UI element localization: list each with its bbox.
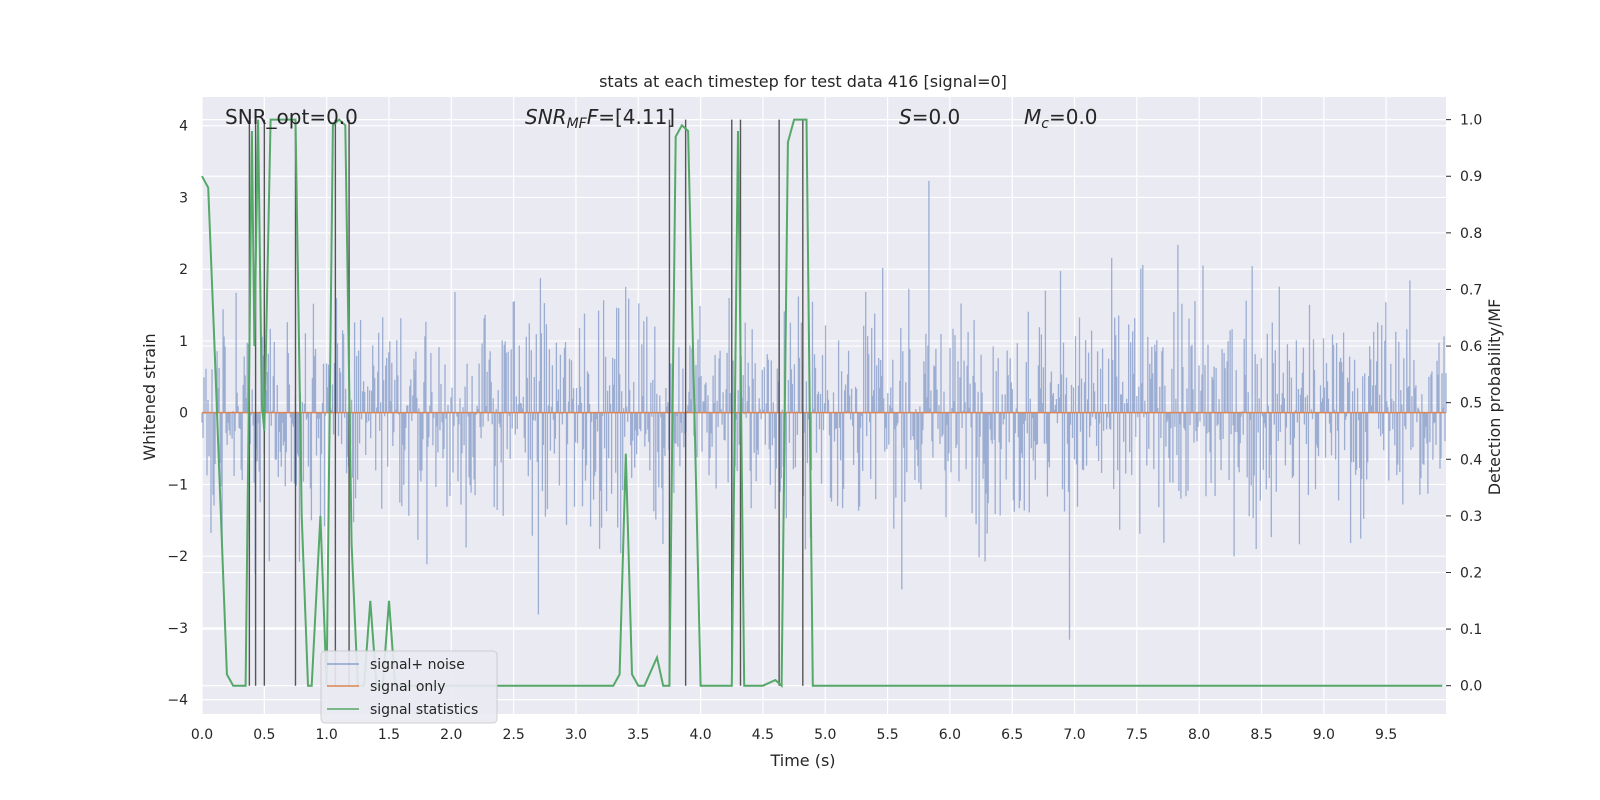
y2-tick-label: 0.8 [1460, 226, 1482, 242]
x-tick-label: 0.0 [191, 727, 213, 743]
y-axis-label: Whitened strain [140, 333, 159, 460]
x-tick-label: 4.0 [689, 727, 711, 743]
x-tick-label: 2.5 [502, 727, 524, 743]
y-axis-ticks: −4 −3 −2 −1 0 1 2 3 4 [167, 119, 188, 709]
x-tick-label: 4.5 [752, 727, 774, 743]
annotation-s: S=0.0 [899, 105, 960, 129]
x-tick-label: 7.0 [1063, 727, 1085, 743]
y2-axis-label: Detection probability/MF [1485, 299, 1504, 496]
x-tick-label: 9.5 [1375, 727, 1397, 743]
y-tick-label: 1 [179, 334, 188, 350]
y-tick-label: −3 [167, 621, 188, 637]
y-tick-label: 3 [179, 190, 188, 206]
y-tick-label: 4 [179, 119, 188, 135]
x-axis-ticks: 0.0 0.5 1.0 1.5 2.0 2.5 3.0 3.5 4.0 4.5 5.0 5.5 6.0 6… [191, 727, 1397, 743]
y2-tick-label: 1.0 [1460, 113, 1482, 129]
x-tick-label: 9.0 [1313, 727, 1335, 743]
annotation-snr-mf: SNRMFF=[4.11] [525, 105, 675, 132]
y-tick-label: −1 [167, 477, 188, 493]
x-tick-label: 1.0 [316, 727, 338, 743]
x-tick-label: 6.5 [1001, 727, 1023, 743]
annotation-mc: Mc=0.0 [1024, 105, 1098, 132]
x-tick-label: 3.0 [565, 727, 587, 743]
y-tick-label: 2 [179, 262, 188, 278]
snr-mf-sub: MF [567, 116, 588, 132]
y2-tick-label: 0.2 [1460, 565, 1482, 581]
y-tick-label: −4 [167, 693, 188, 709]
y2-tick-label: 0.3 [1460, 509, 1482, 525]
x-tick-label: 5.5 [876, 727, 898, 743]
snr-mf-val: =[4.11] [598, 105, 675, 129]
legend-box [320, 650, 498, 724]
y2-tick-label: 0.7 [1460, 282, 1482, 298]
y2-tick-label: 0.6 [1460, 339, 1482, 355]
x-axis-label: Time (s) [769, 751, 835, 770]
y2-tick-label: 0.4 [1460, 452, 1482, 468]
x-tick-label: 5.0 [814, 727, 836, 743]
y-tick-label: 0 [179, 406, 188, 422]
y2-tick-label: 0.9 [1460, 169, 1482, 185]
x-tick-label: 3.5 [627, 727, 649, 743]
noise-trace [201, 180, 1447, 640]
x-tick-label: 8.5 [1250, 727, 1272, 743]
annotation-snr-opt: SNR_opt=0.0 [225, 105, 358, 129]
x-tick-label: 7.5 [1126, 727, 1148, 743]
legend-label-signal: signal only [370, 679, 445, 695]
y-tick-label: −2 [167, 549, 188, 565]
signal-noise-series [201, 180, 1447, 640]
y2-tick-label: 0.1 [1460, 622, 1482, 638]
y2-tick-label: 0.0 [1460, 679, 1482, 695]
y2-tick-label: 0.5 [1460, 396, 1482, 412]
x-tick-label: 8.0 [1188, 727, 1210, 743]
legend-label-stats: signal statistics [370, 702, 478, 718]
x-tick-label: 2.0 [440, 727, 462, 743]
x-tick-label: 1.5 [378, 727, 400, 743]
legend: signal+ noise signal only signal statist… [320, 650, 498, 724]
y2-axis-ticks: 0.0 0.1 0.2 0.3 0.4 0.5 0.6 0.7 0.8 0.9 1.0 [1446, 113, 1482, 695]
x-tick-label: 6.0 [939, 727, 961, 743]
snr-mf-var: SNR [525, 105, 567, 129]
x-tick-label: 0.5 [253, 727, 275, 743]
legend-label-noise: signal+ noise [370, 657, 465, 673]
chart-title: stats at each timestep for test data 416… [599, 72, 1007, 91]
